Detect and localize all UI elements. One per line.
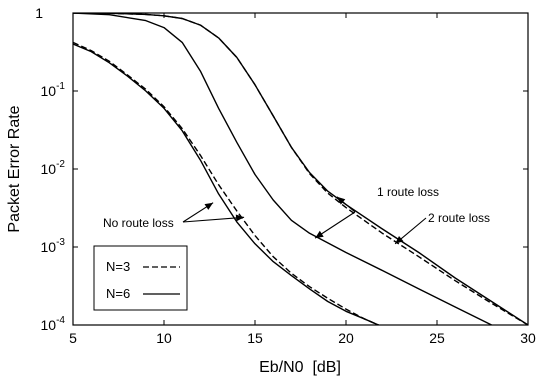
series-line-2-solid: [73, 43, 381, 325]
x-tick-label: 10: [156, 330, 172, 346]
series-line-5-dashed: [73, 13, 528, 325]
annotation-1-route-loss-arrowhead: [336, 196, 346, 205]
legend-label-n3: N=3: [106, 259, 130, 274]
annotation-no-route-loss-label: No route loss: [103, 216, 174, 230]
x-axis-label: Eb/N0 [dB]: [259, 359, 341, 376]
x-tick-label: 30: [520, 330, 536, 346]
y-tick-label: 10-3: [41, 237, 66, 255]
y-tick-base: 1: [35, 5, 43, 21]
x-tick-label: 5: [69, 330, 77, 346]
y-tick-label: 1: [35, 5, 43, 21]
legend: N=3 N=6: [93, 245, 188, 311]
y-tick-exponent: -1: [56, 81, 65, 92]
legend-label-n6: N=6: [106, 286, 130, 301]
annotation-1-route-loss: 1 route loss: [314, 185, 439, 239]
x-tick-label: 25: [429, 330, 445, 346]
annotation-1-route-loss-label: 1 route loss: [377, 185, 439, 199]
annotation-no-route-loss-pointer: [182, 216, 245, 223]
y-axis-label: Packet Error Rate: [6, 105, 23, 232]
series-layer: [73, 13, 528, 325]
legend-box: [93, 245, 188, 311]
annotation-no-route-loss-arrowhead: [204, 202, 214, 210]
annotation-no-route-loss: No route loss: [103, 202, 245, 230]
y-tick-base: 10: [41, 317, 57, 333]
series-line-1-dashed: [73, 41, 381, 325]
annotation-no-route-loss-arrowhead: [235, 214, 245, 222]
x-tick-label: 20: [338, 330, 354, 346]
annotation-layer: No route loss 1 route loss 2 route loss: [103, 185, 490, 245]
annotation-2-route-loss-arrowhead: [395, 236, 404, 244]
annotation-1-route-loss-arrowhead: [315, 230, 324, 239]
y-tick-base: 10: [41, 239, 57, 255]
annotation-2-route-loss: 2 route loss: [394, 211, 490, 245]
y-tick-label: 10-1: [41, 81, 66, 99]
y-tick-exponent: -4: [56, 315, 65, 326]
y-tick-base: 10: [41, 161, 57, 177]
x-tick-label: 15: [247, 330, 263, 346]
annotation-2-route-loss-label: 2 route loss: [428, 211, 490, 225]
y-tick-label: 10-4: [41, 315, 66, 333]
y-tick-base: 10: [41, 83, 57, 99]
y-tick-exponent: -3: [56, 237, 65, 248]
series-line-3-solid: [73, 13, 492, 325]
y-tick-label: 10-2: [41, 159, 66, 177]
y-tick-exponent: -2: [56, 159, 65, 170]
